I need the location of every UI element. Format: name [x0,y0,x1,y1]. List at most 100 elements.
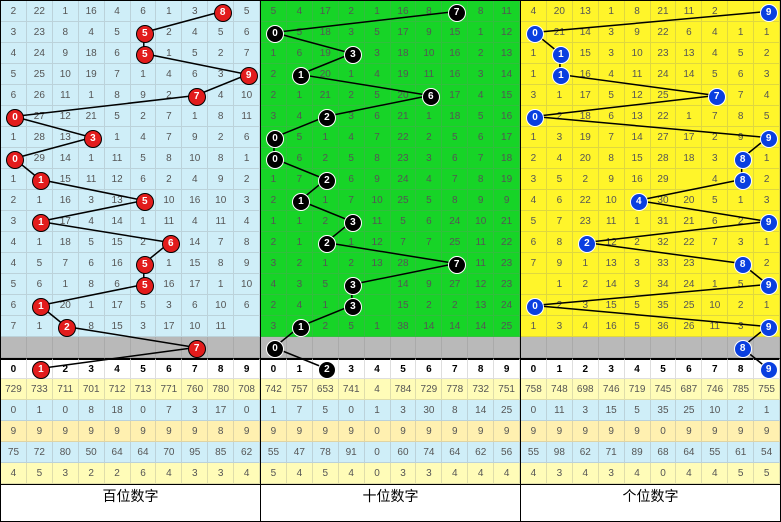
stat-cell: 713 [131,379,157,400]
stat-cell: 9 [156,421,182,442]
trend-ball: 7 [448,256,466,274]
trend-ball: 2 [318,109,336,127]
data-cell: 11 [79,169,105,190]
data-cell: 9 [365,169,391,190]
stat-cell: 751 [494,379,520,400]
data-cell: 1 [416,106,442,127]
header-cell: 9 [234,358,260,379]
data-cell: 2 [208,43,234,64]
data-cell: 7 [416,232,442,253]
data-cell: 15 [182,253,208,274]
stat-cell: 785 [728,379,754,400]
stat-cell: 80 [53,442,79,463]
data-cell: 18 [676,148,702,169]
stat-cell: 64 [131,442,157,463]
data-cell: 1 [599,1,625,22]
data-cell: 2 [287,253,313,274]
data-cell: 31 [651,211,677,232]
data-cell: 4 [234,211,260,232]
header-cell: 7 [702,358,728,379]
gray-cell [651,337,677,358]
data-cell: 3 [599,43,625,64]
header-cell: 6 [156,358,182,379]
data-cell [728,1,754,22]
data-row: 311751225674 [521,85,780,106]
data-cell: 38 [391,316,417,337]
stat-cell: 9 [79,421,105,442]
data-cell: 17 [105,295,131,316]
data-cell: 11 [208,316,234,337]
stat-cell: 1 [365,400,391,421]
stat-cell: 780 [208,379,234,400]
data-cell: 28 [651,148,677,169]
stat-row: 9999999989 [1,421,260,442]
data-cell: 22 [651,22,677,43]
data-cell: 2 [156,169,182,190]
data-cell: 10 [53,64,79,85]
data-row: 12813147926 [1,127,260,148]
stat-cell: 4 [234,463,260,484]
gray-cell [287,337,313,358]
data-cell: 1 [261,169,287,190]
data-cell: 10 [208,295,234,316]
trend-ball: 7 [708,88,726,106]
data-cell: 25 [27,64,53,85]
stat-cell: 0 [365,442,391,463]
data-cell: 3 [547,316,573,337]
trend-ball: 2 [578,235,596,253]
stat-cell: 4 [365,379,391,400]
data-cell: 15 [625,148,651,169]
data-cell: 6 [365,106,391,127]
stat-row: 55986271896864556154 [521,442,780,463]
trend-ball: 0 [266,130,284,148]
data-cell: 7 [1,316,27,337]
data-cell: 3 [416,148,442,169]
data-row: 2111277251122 [261,232,520,253]
stat-cell: 56 [494,442,520,463]
stat-cell: 742 [261,379,287,400]
data-cell: 6 [416,211,442,232]
data-cell: 9 [468,190,494,211]
data-cell: 15 [573,43,599,64]
data-row: 62582336718 [261,148,520,169]
data-cell: 1 [625,211,651,232]
data-cell: 2 [156,85,182,106]
data-cell: 4 [339,127,365,148]
data-cell: 2 [339,1,365,22]
stat-cell: 64 [442,442,468,463]
data-cell: 1 [521,316,547,337]
gray-cell [416,337,442,358]
gray-row [261,337,520,358]
data-cell: 2 [339,253,365,274]
data-cell: 13 [573,1,599,22]
data-cell: 3 [573,295,599,316]
data-cell: 7 [156,127,182,148]
data-cell: 1 [287,232,313,253]
header-cell: 4 [365,358,391,379]
header-row: 0123456789 [261,358,520,379]
data-cell: 11 [468,253,494,274]
data-cell: 3 [79,190,105,211]
data-cell: 9 [547,253,573,274]
gray-cell [339,337,365,358]
data-cell: 16 [156,274,182,295]
trend-ball: 2 [58,319,76,337]
data-cell: 6 [442,148,468,169]
data-cell: 2 [313,148,339,169]
data-cell: 25 [391,190,417,211]
data-cell: 1 [313,190,339,211]
data-cell: 24 [442,211,468,232]
data-cell: 27 [27,106,53,127]
data-cell: 8 [208,106,234,127]
data-row: 4622103020513 [521,190,780,211]
stat-cell: 9 [676,421,702,442]
data-row: 5723111312162 [521,211,780,232]
data-cell: 1 [702,274,728,295]
data-cell: 9 [53,43,79,64]
stat-cell: 9 [625,421,651,442]
data-cell: 6 [234,22,260,43]
data-row: 420131821112 [521,1,780,22]
data-cell: 6 [79,253,105,274]
data-cell: 1 [53,274,79,295]
data-cell: 14 [53,148,79,169]
